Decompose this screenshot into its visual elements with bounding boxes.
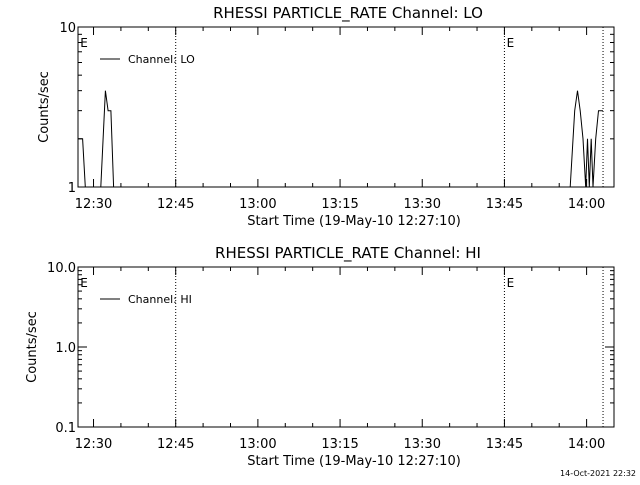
x-tick-label: 13:30 xyxy=(404,437,441,452)
plot-frame xyxy=(77,26,615,188)
x-tick-label: 13:15 xyxy=(321,197,358,212)
x-tick-label: 13:45 xyxy=(486,437,523,452)
y-axis-label: Counts/sec xyxy=(37,71,52,143)
chart-title: RHESSI PARTICLE_RATE Channel: LO xyxy=(213,4,483,23)
series-line xyxy=(78,138,86,188)
legend-entry: Channel: LO xyxy=(128,53,195,66)
x-tick-label: 13:45 xyxy=(486,197,523,212)
y-tick-label: 10.0 xyxy=(47,261,76,276)
x-tick-label: 13:30 xyxy=(404,197,441,212)
x-tick-label: 12:30 xyxy=(75,437,112,452)
y-tick-label: 1.0 xyxy=(55,341,76,356)
x-tick-label: 14:00 xyxy=(568,197,605,212)
plot-frame xyxy=(77,266,615,428)
x-tick-label: 14:00 xyxy=(568,437,605,452)
series-line xyxy=(100,90,115,188)
x-tick-label: 13:15 xyxy=(321,437,358,452)
generation-timestamp: 14-Oct-2021 22:32 xyxy=(560,469,636,478)
x-axis-label: Start Time (19-May-10 12:27:10) xyxy=(247,214,461,229)
x-tick-label: 12:30 xyxy=(75,197,112,212)
eclipse-label: E xyxy=(507,276,515,290)
x-tick-label: 12:45 xyxy=(157,437,194,452)
y-tick-label: 1 xyxy=(68,181,76,196)
x-tick-label: 13:00 xyxy=(239,197,276,212)
eclipse-label: E xyxy=(80,276,88,290)
series-line xyxy=(569,90,603,188)
x-tick-label: 13:00 xyxy=(239,437,276,452)
y-tick-label: 10 xyxy=(59,21,76,36)
x-tick-label: 12:45 xyxy=(157,197,194,212)
y-axis-label: Counts/sec xyxy=(25,311,40,383)
eclipse-label: E xyxy=(80,36,88,50)
y-tick-label: 0.1 xyxy=(55,421,76,436)
chart-title: RHESSI PARTICLE_RATE Channel: HI xyxy=(215,244,481,263)
x-axis-label: Start Time (19-May-10 12:27:10) xyxy=(247,454,461,469)
eclipse-label: E xyxy=(507,36,515,50)
legend-entry: Channel: HI xyxy=(128,293,192,306)
